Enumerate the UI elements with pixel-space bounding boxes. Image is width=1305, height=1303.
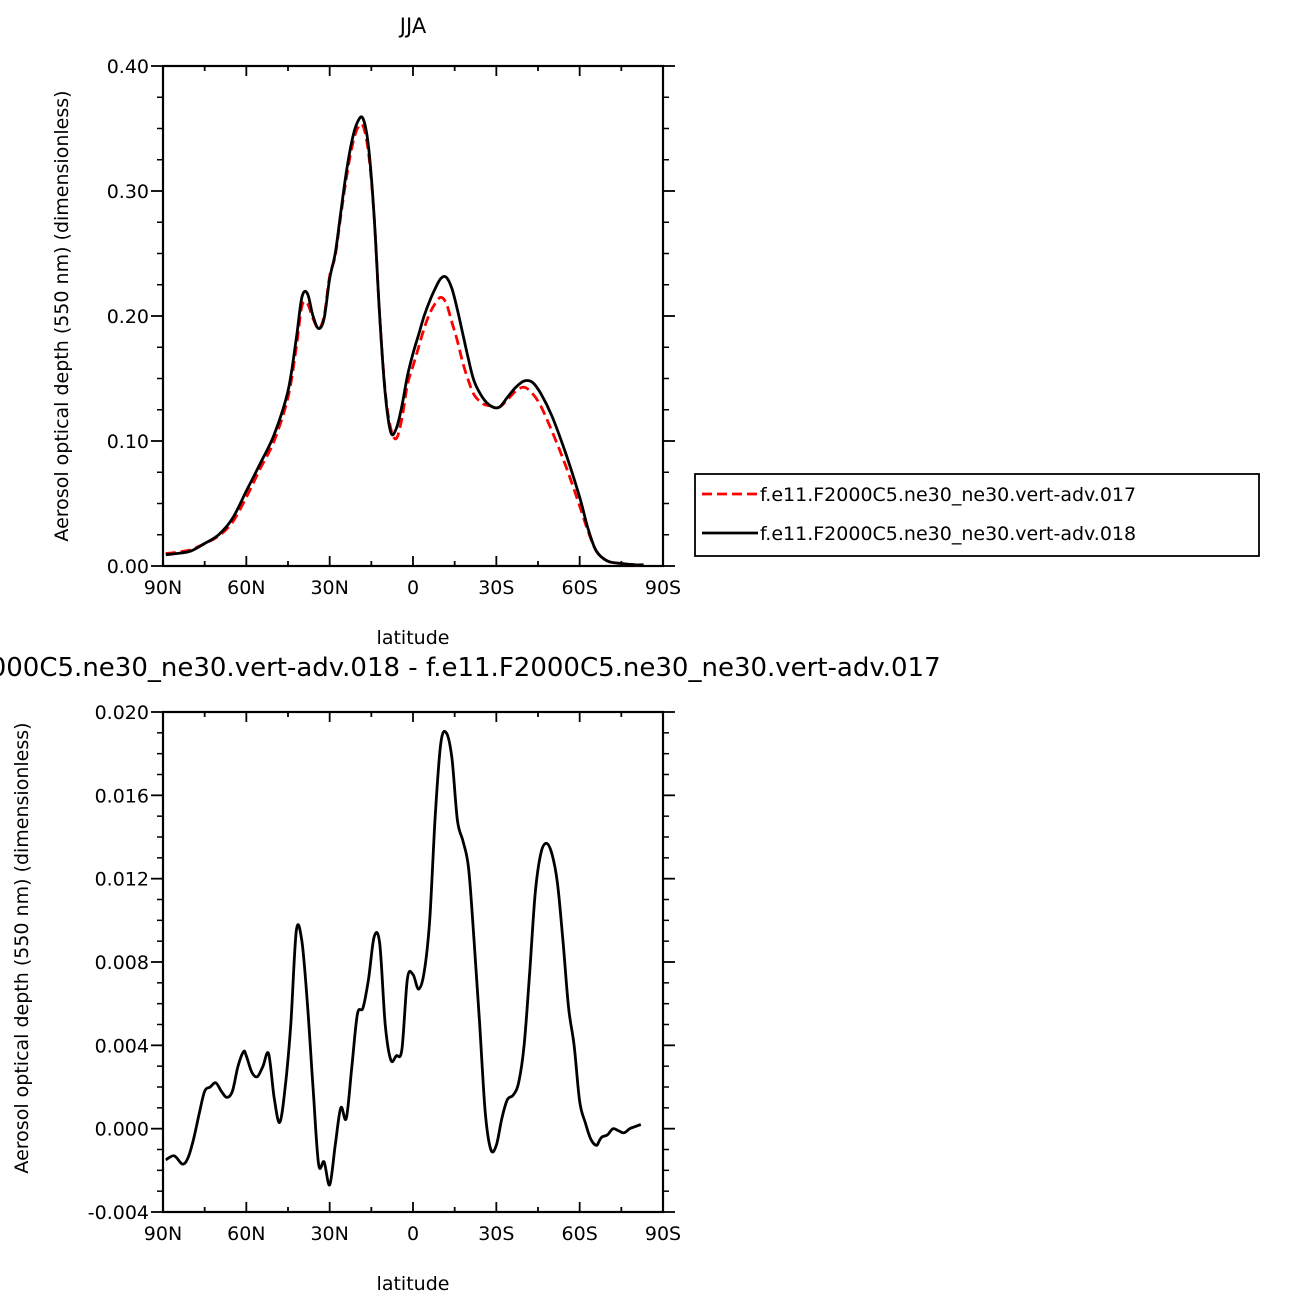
x-tick-label: 90N [144,577,182,599]
y-tick-label: 0.016 [95,785,149,807]
chart-title: f.e11.F2000C5.ne30_ne30.vert-adv.018 - f… [0,653,941,683]
legend-box [694,473,1260,557]
x-tick-label: 30S [478,1223,514,1245]
plot-frame [161,64,665,568]
x-tick-label: 60N [227,1223,265,1245]
y-tick-label: 0.30 [107,181,149,203]
x-tick-label: 60S [562,577,598,599]
bottom-panel: 90N 60N 30N 0 30S 60S 90S -0.004 0.000 0.004 0.008… [0,653,941,1295]
x-tick-label: 60N [227,577,265,599]
series-line-0 [165,122,644,567]
y-tick-label: 0.00 [107,556,149,578]
y-axis-title: Aerosol optical depth (550 nm) (dimensio… [11,722,33,1173]
y-tick-label: 0.40 [107,56,149,78]
y-tick-label: 0.012 [95,869,149,891]
y-axis-title: Aerosol optical depth (550 nm) (dimensio… [51,90,73,541]
x-tick-label: 30S [478,577,514,599]
x-tick-label: 30N [310,577,348,599]
series-line-0 [165,730,642,1187]
y-tick-label: -0.004 [88,1202,149,1224]
x-tick-label: 60S [562,1223,598,1245]
y-tick-label: 0.004 [95,1035,149,1057]
x-tick-label: 90N [144,1223,182,1245]
y-tick-label: 0.008 [95,952,149,974]
x-tick-label: 90S [645,1223,681,1245]
x-axis-title: latitude [377,627,450,649]
y-tick-label: 0.20 [107,306,149,328]
top-panel: 90N 60N 30N 0 30S 60S 90S 0.00 0.10 0.20 0.30 0.40 l… [51,14,681,649]
series-line-1 [165,115,644,567]
x-tick-label: 90S [645,577,681,599]
legend-label-1: f.e11.F2000C5.ne30_ne30.vert-adv.018 [760,523,1136,545]
plot-frame [161,710,665,1214]
x-tick-label: 0 [407,1223,419,1245]
x-axis-title: latitude [377,1273,450,1295]
y-tick-label: 0.000 [95,1119,149,1141]
chart-title: JJA [398,14,427,38]
y-tick-label: 0.020 [95,702,149,724]
legend: f.e11.F2000C5.ne30_ne30.vert-adv.017 f.e1… [694,473,1260,557]
legend-label-0: f.e11.F2000C5.ne30_ne30.vert-adv.017 [760,484,1136,506]
y-tick-label: 0.10 [107,431,149,453]
x-tick-label: 30N [310,1223,348,1245]
x-tick-label: 0 [407,577,419,599]
